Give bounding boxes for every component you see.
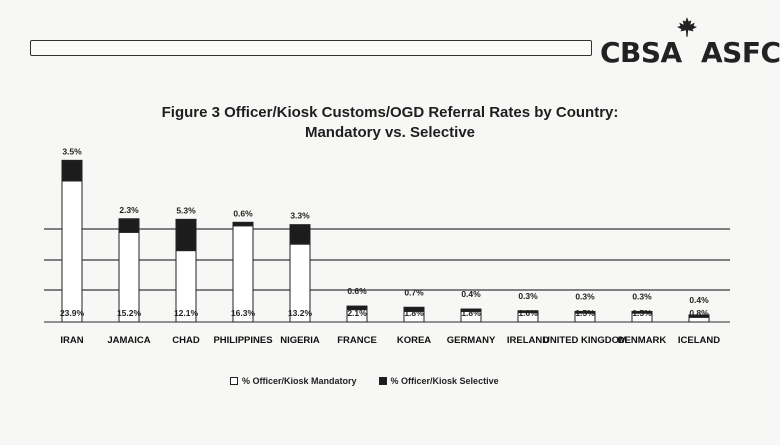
chart-legend: % Officer/Kiosk Mandatory % Officer/Kios…	[230, 376, 499, 386]
bar-selective-0	[61, 159, 83, 182]
header-bar	[30, 40, 592, 56]
data-label-selective-8: 0.3%	[518, 291, 538, 301]
data-label-selective-4: 3.3%	[290, 211, 310, 221]
x-tick-label-9: UNITED KINGDOM	[543, 335, 627, 346]
x-tick-label-2: CHAD	[172, 335, 200, 346]
x-tick-label-1: JAMAICA	[107, 335, 150, 346]
legend-swatch-selective	[378, 377, 387, 385]
data-label-mandatory-5: 2.1%	[347, 308, 367, 318]
logo-left-text: CBSA	[600, 36, 682, 69]
data-label-selective-3: 0.6%	[233, 208, 253, 218]
cbsa-asfc-logo: CBSA ASFC	[600, 17, 780, 76]
bar-selective-5	[346, 305, 368, 311]
x-tick-label-6: KOREA	[397, 335, 431, 346]
x-tick-label-8: IRELAND	[507, 335, 549, 346]
data-label-mandatory-0: 23.9%	[60, 308, 85, 318]
logo-right-text: ASFC	[700, 36, 780, 69]
bar-selective-11	[688, 314, 710, 318]
bar-selective-8	[517, 310, 539, 314]
data-label-selective-2: 5.3%	[176, 205, 196, 215]
bar-selective-9	[574, 310, 596, 314]
data-label-mandatory-10: 1.5%	[632, 308, 652, 318]
data-label-mandatory-3: 16.3%	[231, 308, 256, 318]
chart-title: Figure 3 Officer/Kiosk Customs/OGD Refer…	[161, 104, 619, 121]
data-label-selective-5: 0.6%	[347, 286, 367, 296]
bar-selective-2	[175, 218, 197, 252]
data-label-selective-9: 0.3%	[575, 291, 595, 301]
data-label-mandatory-9: 1.5%	[575, 308, 595, 318]
bar-selective-10	[631, 310, 653, 314]
chart-title-block: Figure 3 Officer/Kiosk Customs/OGD Refer…	[80, 103, 700, 143]
legend-item-mandatory: % Officer/Kiosk Mandatory	[230, 376, 357, 386]
data-label-mandatory-7: 1.8%	[461, 308, 481, 318]
bar-mandatory-0	[61, 180, 83, 323]
x-tick-label-5: FRANCE	[337, 335, 377, 346]
bar-selective-6	[403, 306, 425, 312]
bar-selective-7	[460, 308, 482, 312]
x-tick-label-4: NIGERIA	[280, 335, 320, 346]
legend-item-selective: % Officer/Kiosk Selective	[378, 376, 499, 386]
x-tick-label-0: IRAN	[60, 335, 83, 346]
data-label-mandatory-6: 1.8%	[404, 308, 424, 318]
x-tick-label-3: PHILIPPINES	[213, 335, 272, 346]
x-tick-label-11: ICELAND	[678, 335, 720, 346]
data-label-mandatory-1: 15.2%	[117, 308, 142, 318]
data-label-selective-10: 0.3%	[632, 291, 652, 301]
x-tick-label-10: DENMARK	[618, 335, 667, 346]
bar-selective-3	[232, 221, 254, 227]
data-label-selective-1: 2.3%	[119, 205, 139, 215]
legend-label-selective: % Officer/Kiosk Selective	[390, 376, 499, 386]
data-label-selective-11: 0.4%	[689, 295, 709, 305]
maple-leaf-icon	[677, 17, 697, 37]
data-label-mandatory-2: 12.1%	[174, 308, 199, 318]
legend-label-mandatory: % Officer/Kiosk Mandatory	[242, 376, 357, 386]
x-tick-label-7: GERMANY	[447, 335, 496, 346]
data-label-selective-0: 3.5%	[62, 146, 82, 156]
data-label-mandatory-11: 0.8%	[689, 308, 709, 318]
data-label-mandatory-4: 13.2%	[288, 308, 313, 318]
data-label-selective-7: 0.4%	[461, 289, 481, 299]
bar-selective-1	[118, 218, 140, 233]
chart-subtitle: Mandatory vs. Selective	[304, 124, 476, 141]
legend-swatch-mandatory	[230, 377, 238, 385]
data-label-mandatory-8: 1.6%	[518, 308, 538, 318]
data-label-selective-6: 0.7%	[404, 287, 424, 297]
bar-selective-4	[289, 224, 311, 245]
